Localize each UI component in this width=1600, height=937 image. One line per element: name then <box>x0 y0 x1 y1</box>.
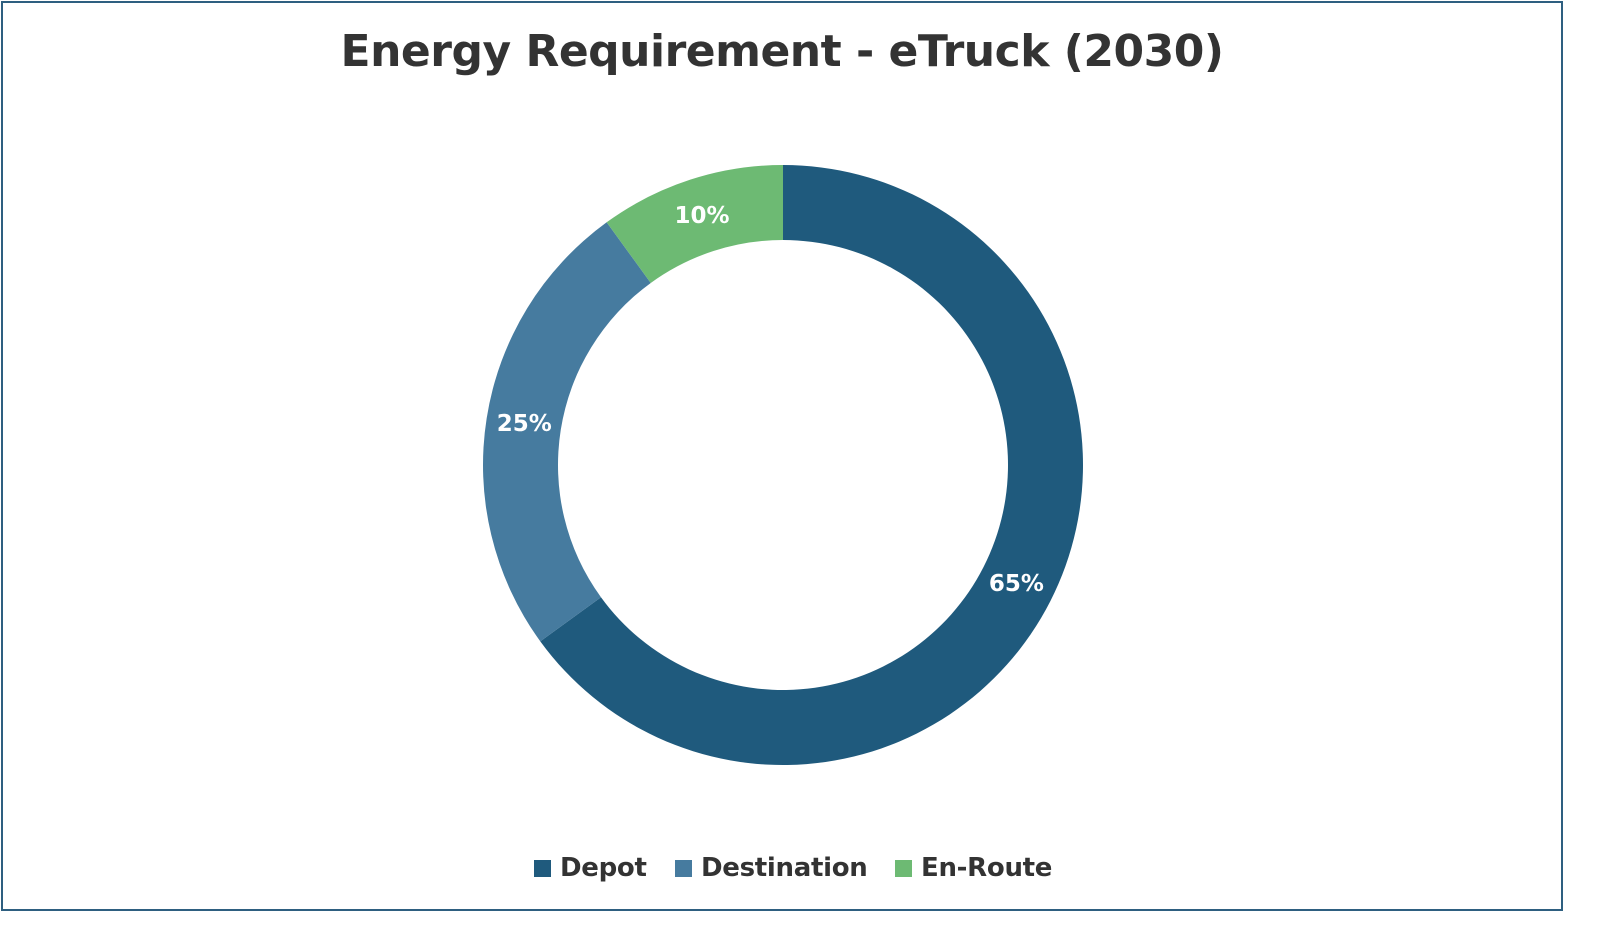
legend-label-en-route: En-Route <box>921 853 1053 883</box>
slice-en-route <box>606 165 783 283</box>
legend-swatch-destination <box>675 859 692 877</box>
legend-item-en-route: En-Route <box>895 851 1052 885</box>
chart-title: Energy Requirement - eTruck (2030) <box>340 26 1224 77</box>
legend-swatch-depot <box>534 859 551 877</box>
legend-item-destination: Destination <box>675 851 868 885</box>
data-label-depot: 65% <box>989 571 1044 597</box>
slice-destination <box>483 222 651 642</box>
legend-label-destination: Destination <box>701 853 868 883</box>
data-label-en-route: 10% <box>675 203 730 229</box>
legend-label-depot: Depot <box>560 853 647 883</box>
chart-legend: Depot Destination En-Route <box>0 851 1564 885</box>
legend-swatch-en-route <box>895 859 912 877</box>
data-label-destination: 25% <box>497 411 552 437</box>
legend-item-depot: Depot <box>534 851 647 885</box>
